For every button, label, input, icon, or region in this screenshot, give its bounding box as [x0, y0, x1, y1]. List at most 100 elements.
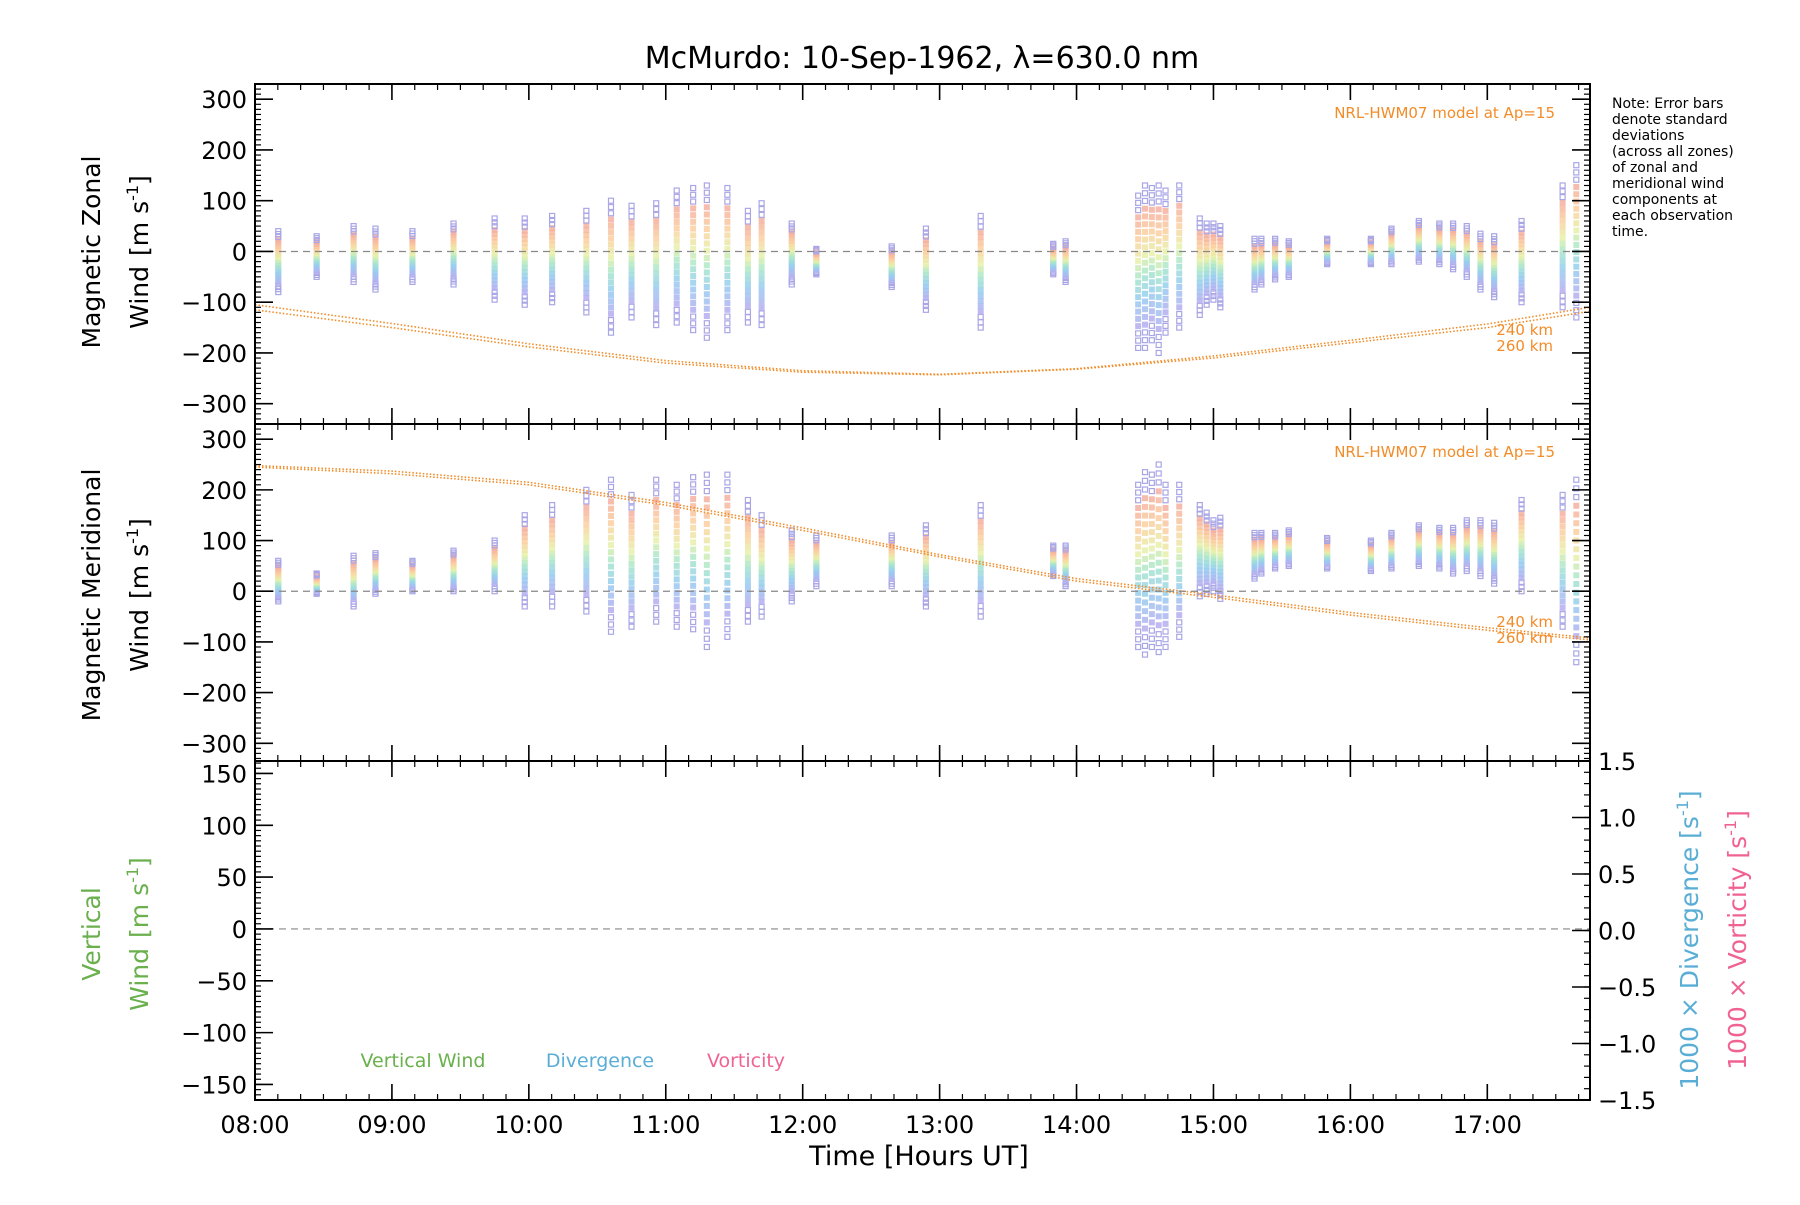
- sample-marker: [758, 246, 765, 253]
- observation-column: [1324, 534, 1331, 572]
- sample-marker: [1573, 241, 1580, 248]
- sample-marker: [977, 260, 984, 267]
- sample-marker: [1135, 559, 1142, 566]
- sample-marker: [1518, 496, 1525, 504]
- sample-marker: [608, 260, 614, 267]
- note-line: deviations: [1612, 128, 1684, 144]
- sample-marker: [1196, 270, 1203, 277]
- sample-marker: [1573, 227, 1580, 234]
- sample-marker: [1142, 503, 1148, 510]
- sample-marker: [1217, 522, 1224, 529]
- sample-marker: [491, 227, 498, 234]
- sample-marker: [1210, 564, 1217, 571]
- sample-marker: [1518, 221, 1525, 228]
- sample-marker: [1210, 551, 1217, 558]
- sample-marker: [1148, 529, 1155, 536]
- observation-column: [1415, 522, 1422, 569]
- observation-column: [1196, 501, 1203, 600]
- sample-marker: [1176, 182, 1183, 189]
- sample-marker: [1573, 278, 1580, 285]
- sample-marker: [1518, 237, 1525, 244]
- sample-marker: [703, 298, 710, 305]
- sample-marker: [690, 239, 697, 246]
- sample-marker: [744, 229, 751, 236]
- sample-marker: [758, 310, 765, 317]
- sample-marker: [549, 531, 556, 538]
- sample-marker: [275, 228, 282, 235]
- sample-marker: [758, 550, 765, 557]
- sample-marker: [653, 304, 660, 311]
- observation-column: [922, 225, 930, 313]
- sample-marker: [673, 569, 680, 576]
- chart-title: McMurdo: 10-Sep-1962, λ=630.0 nm: [645, 41, 1199, 76]
- sample-marker: [1559, 199, 1566, 206]
- sample-marker: [1176, 277, 1183, 284]
- sample-marker: [724, 232, 731, 239]
- sample-marker: [549, 254, 556, 261]
- sample-marker: [608, 279, 614, 286]
- sample-marker: [1217, 584, 1224, 591]
- zonal-ylabel-line2: Wind [m s-1]: [123, 175, 154, 329]
- sample-marker: [1176, 250, 1183, 257]
- sample-marker: [724, 487, 731, 494]
- sample-marker: [1142, 252, 1148, 259]
- sample-marker: [1203, 286, 1210, 293]
- sample-marker: [1196, 519, 1203, 526]
- sample-marker: [690, 503, 697, 510]
- sample-marker: [1162, 566, 1169, 573]
- sample-marker: [1135, 597, 1142, 604]
- sample-marker: [1148, 264, 1155, 271]
- sample-marker: [1217, 526, 1224, 533]
- sample-marker: [1062, 542, 1069, 549]
- observation-column: [888, 243, 895, 291]
- sample-marker: [1196, 536, 1203, 543]
- sample-marker: [1573, 641, 1580, 648]
- sample-marker: [1559, 573, 1566, 580]
- sample-marker: [690, 306, 697, 313]
- sample-marker: [673, 542, 680, 549]
- sample-marker: [1196, 256, 1203, 263]
- sample-marker: [1148, 537, 1155, 544]
- sample-marker: [1162, 255, 1169, 262]
- sample-marker: [628, 314, 635, 321]
- sample-marker: [1210, 574, 1217, 581]
- sample-marker: [583, 222, 590, 229]
- sample-marker: [1142, 221, 1148, 228]
- sample-marker: [521, 227, 528, 234]
- y-tick-label: 0: [232, 578, 247, 606]
- sample-marker: [1518, 272, 1525, 279]
- sample-marker: [758, 223, 765, 230]
- sample-marker: [1155, 198, 1162, 205]
- sample-marker: [1155, 254, 1162, 261]
- sample-marker: [521, 281, 528, 288]
- sample-marker: [521, 516, 528, 523]
- sample-marker: [1210, 534, 1217, 541]
- sample-marker: [608, 235, 614, 242]
- vertical-axes: 150 100 50 0 −50 −100 −150: [181, 760, 1591, 1101]
- sample-marker: [549, 574, 556, 581]
- meridional-ylabel-line2: Wind [m s-1]: [123, 518, 154, 672]
- zonal-model-label: NRL-HWM07 model at Ap=15: [1334, 104, 1555, 122]
- y2-tick-label: 1.0: [1598, 805, 1636, 833]
- observation-column: [1141, 182, 1149, 351]
- sample-marker: [1217, 277, 1224, 284]
- sample-marker: [977, 250, 984, 257]
- sample-marker: [1196, 215, 1203, 222]
- sample-marker: [1162, 289, 1169, 296]
- sample-marker: [1518, 536, 1525, 543]
- sample-marker: [1449, 524, 1457, 531]
- sample-marker: [583, 567, 590, 574]
- sample-marker: [922, 287, 929, 294]
- sample-marker: [653, 598, 660, 605]
- sample-marker: [724, 252, 731, 259]
- sample-marker: [788, 588, 795, 595]
- sample-marker: [690, 474, 697, 481]
- sample-marker: [1203, 509, 1210, 516]
- sample-marker: [628, 303, 635, 310]
- zonal-model-curves: [254, 303, 1591, 376]
- sample-marker: [521, 252, 528, 259]
- sample-marker: [758, 304, 765, 311]
- sample-marker: [1217, 284, 1224, 291]
- sample-marker: [549, 278, 556, 285]
- sample-marker: [1162, 221, 1169, 228]
